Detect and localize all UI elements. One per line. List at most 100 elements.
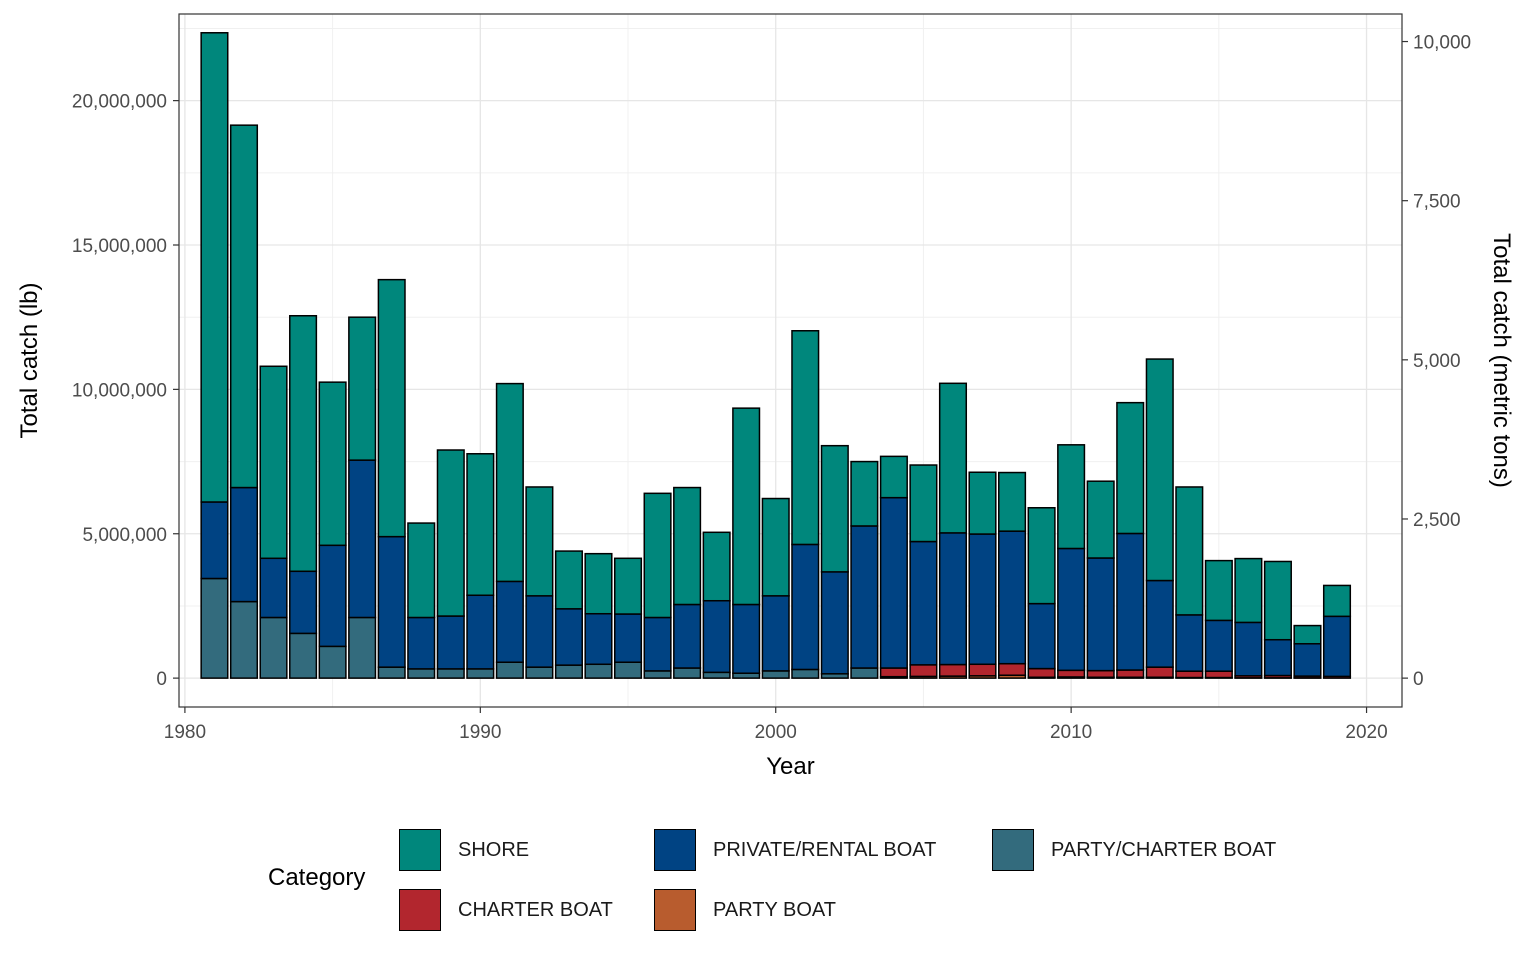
bar-segment [1116, 532, 1145, 671]
bar-segment [850, 667, 879, 679]
bar-segment [525, 666, 554, 679]
bar-segment [702, 599, 731, 674]
legend-label: PARTY/CHARTER BOAT [1051, 838, 1277, 861]
bar-segment [436, 449, 465, 617]
bar-segment [200, 501, 229, 580]
legend-item-charter-boat: CHARTER BOAT [399, 880, 654, 940]
bar-segment [407, 668, 436, 679]
bar-segment [761, 670, 790, 679]
bar-segment [1145, 666, 1174, 679]
bar-segment [673, 486, 702, 606]
bar-segment [1175, 486, 1204, 616]
bar-segment [1057, 669, 1086, 678]
bar-segment [1204, 670, 1233, 679]
bar-segment [495, 661, 524, 679]
y-tick-label: 0 [156, 669, 167, 690]
bar-segment [791, 543, 820, 671]
bar-segment [909, 464, 938, 543]
bar-segment [1175, 670, 1204, 679]
legend-label: SHORE [458, 838, 530, 861]
bar-segment [732, 407, 761, 606]
bar-segment [289, 314, 318, 573]
bar-segment [968, 471, 997, 535]
x-axis-title: Year [766, 753, 815, 780]
y-right-tick-label: 10,000 [1413, 33, 1471, 54]
bar-segment [643, 616, 672, 672]
bar-segment [1086, 480, 1115, 559]
bar-segment [259, 365, 288, 560]
axes: 0 5,000,000 10,000,000 15,000,000 20,000,000… [72, 33, 1471, 743]
legend-swatch-party-charter-boat [992, 829, 1034, 871]
bar-segment [1145, 579, 1174, 668]
bar-segment [1027, 667, 1056, 679]
bar-segment [466, 668, 495, 679]
bar-segment [998, 471, 1027, 532]
bar-segment [1116, 401, 1145, 535]
bar-segment [909, 540, 938, 666]
bar-segment [466, 453, 495, 597]
bar-segment [613, 613, 643, 663]
legend-label: CHARTER BOAT [458, 898, 613, 921]
bar-segment [584, 552, 613, 615]
bar-segment [525, 595, 554, 668]
bar-segment [761, 497, 790, 597]
bar-segment [1057, 547, 1086, 672]
bar-segment [318, 381, 347, 547]
bar-segment [407, 522, 436, 619]
bars [200, 32, 1352, 679]
legend-swatch-party-boat [654, 889, 696, 931]
bar-segment [200, 577, 229, 679]
bar-segment [938, 663, 968, 677]
bar-segment [820, 571, 849, 675]
bar-segment [968, 533, 997, 666]
bar-segment [938, 532, 968, 666]
bar-segment [554, 608, 583, 666]
bar-segment [377, 535, 406, 668]
y-right-tick-label: 0 [1413, 669, 1424, 690]
bar-segment [348, 459, 377, 619]
bar-segment [968, 663, 997, 677]
bar-segment [732, 603, 761, 674]
bar-segment [525, 486, 554, 597]
bar-segment [879, 667, 908, 678]
bar-segment [850, 460, 879, 527]
bar-segment [1234, 621, 1263, 677]
legend: Category SHORE PRIVATE/RENTAL BOAT PARTY… [268, 820, 1348, 940]
bar-segment [436, 668, 465, 679]
x-tick-label: 2000 [755, 722, 797, 743]
bar-segment [702, 671, 731, 679]
bar-segment [1322, 584, 1352, 618]
y-tick-label: 20,000,000 [72, 92, 167, 113]
bar-segment [1234, 557, 1263, 624]
x-tick-label: 2020 [1345, 722, 1387, 743]
bar-segment [1263, 560, 1292, 641]
bar-segment [1116, 669, 1145, 679]
legend-item-party-boat: PARTY BOAT [654, 880, 992, 940]
y-right-tick-label: 7,500 [1413, 192, 1461, 213]
bar-segment [1175, 614, 1204, 672]
bar-segment [584, 612, 613, 666]
bar-segment [643, 492, 672, 619]
y-tick-label: 10,000,000 [72, 380, 167, 401]
bar-segment [200, 32, 229, 503]
bar-segment [1027, 602, 1056, 670]
bar-segment [761, 595, 790, 672]
bar-segment [613, 661, 643, 679]
y-tick-label: 5,000,000 [82, 525, 167, 546]
legend-swatch-private-rental-boat [654, 829, 696, 871]
bar-segment [820, 444, 849, 573]
bar-segment [495, 382, 524, 583]
bar-segment [1086, 669, 1115, 679]
bar-segment [1263, 638, 1292, 677]
legend-item-private-rental-boat: PRIVATE/RENTAL BOAT [654, 820, 992, 880]
bar-segment [850, 525, 879, 669]
bar-segment [289, 570, 318, 635]
x-tick-label: 1980 [164, 722, 206, 743]
panel-border [178, 13, 1403, 708]
bar-segment [348, 316, 377, 461]
bar-segment [1145, 358, 1174, 582]
legend-title: Category [268, 864, 366, 891]
bar-segment [348, 616, 377, 679]
bar-segment [879, 455, 908, 499]
